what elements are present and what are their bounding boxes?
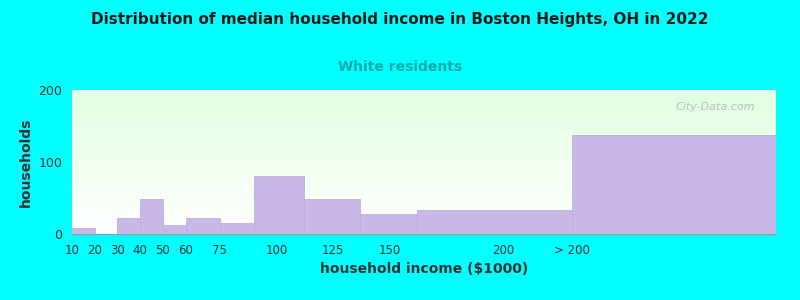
Text: City-Data.com: City-Data.com — [675, 101, 755, 112]
Text: Distribution of median household income in Boston Heights, OH in 2022: Distribution of median household income … — [91, 12, 709, 27]
Bar — [304, 200, 361, 234]
Bar — [220, 223, 254, 234]
Bar — [72, 228, 94, 234]
Bar — [140, 200, 163, 234]
Bar — [361, 214, 417, 234]
Bar — [417, 210, 572, 234]
Bar — [572, 135, 776, 234]
Y-axis label: households: households — [19, 117, 33, 207]
Bar — [163, 225, 186, 234]
Bar — [186, 218, 220, 234]
Text: White residents: White residents — [338, 60, 462, 74]
Bar — [118, 218, 140, 234]
X-axis label: household income ($1000): household income ($1000) — [320, 262, 528, 276]
Bar — [254, 176, 304, 234]
